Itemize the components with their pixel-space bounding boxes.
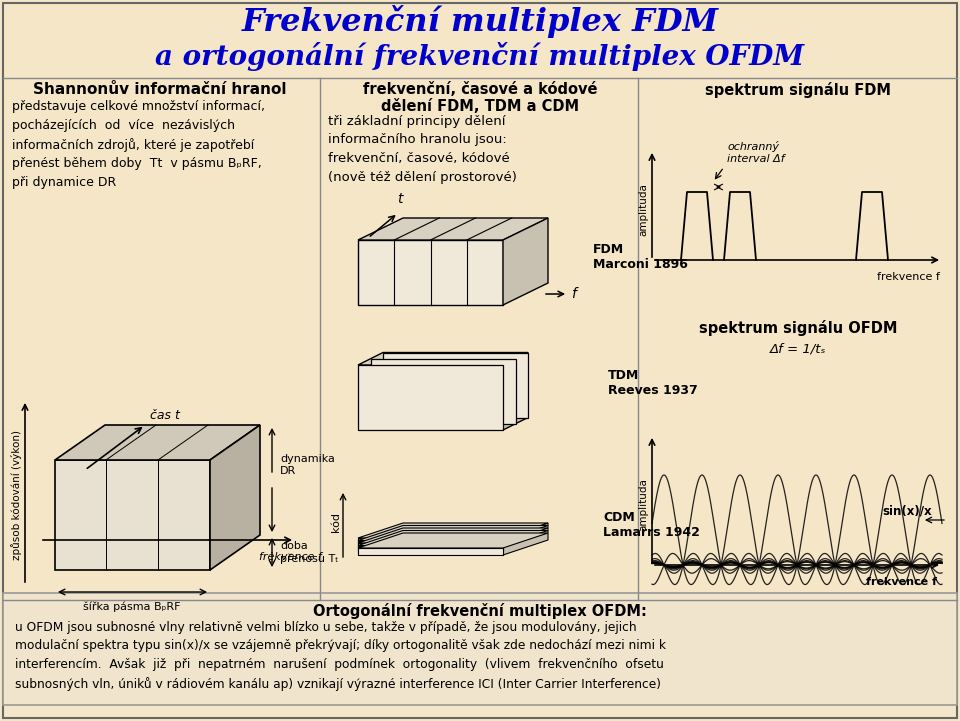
Polygon shape [210, 425, 260, 570]
Text: Frekvenční multiplex FDM: Frekvenční multiplex FDM [242, 5, 718, 38]
Polygon shape [358, 538, 503, 545]
Text: frekvenční, časové a kódové
dělení FDM, TDM a CDM: frekvenční, časové a kódové dělení FDM, … [363, 82, 597, 115]
Text: ochranný
interval Δf: ochranný interval Δf [727, 141, 784, 164]
Polygon shape [55, 460, 210, 570]
Text: doba
přenosu Tₜ: doba přenosu Tₜ [280, 541, 339, 564]
Text: spektrum signálu OFDM: spektrum signálu OFDM [699, 320, 898, 336]
Text: způsob kódování (výkon): způsob kódování (výkon) [12, 430, 22, 560]
Text: FDM
Marconi 1896: FDM Marconi 1896 [593, 243, 688, 271]
Text: frekvence f: frekvence f [258, 552, 322, 562]
Text: frekvence f: frekvence f [866, 577, 937, 587]
Text: TDM
Reeves 1937: TDM Reeves 1937 [608, 369, 698, 397]
Polygon shape [358, 548, 503, 555]
Polygon shape [358, 546, 503, 552]
Polygon shape [358, 541, 503, 547]
Polygon shape [503, 353, 528, 430]
Text: dynamika
DR: dynamika DR [280, 454, 335, 476]
Text: frekvence f: frekvence f [877, 272, 940, 282]
Polygon shape [383, 353, 528, 417]
Text: představuje celkové množství informací,
pocházejících  od  více  nezávislých
inf: představuje celkové množství informací, … [12, 100, 265, 188]
FancyBboxPatch shape [3, 3, 957, 718]
Text: Ortogonální frekvenční multiplex OFDM:: Ortogonální frekvenční multiplex OFDM: [313, 603, 647, 619]
Polygon shape [358, 533, 548, 548]
Polygon shape [503, 218, 548, 305]
Polygon shape [55, 425, 260, 460]
Text: CDM
Lamarrs 1942: CDM Lamarrs 1942 [603, 511, 700, 539]
Text: spektrum signálu FDM: spektrum signálu FDM [705, 82, 891, 98]
Polygon shape [358, 218, 548, 240]
Polygon shape [358, 240, 503, 305]
Polygon shape [358, 353, 528, 365]
Polygon shape [358, 528, 548, 543]
Polygon shape [358, 523, 548, 538]
Text: amplituda: amplituda [638, 479, 648, 531]
Text: a ortogonální frekvenční multiplex OFDM: a ortogonální frekvenční multiplex OFDM [156, 42, 804, 71]
FancyBboxPatch shape [3, 593, 957, 705]
Polygon shape [358, 365, 503, 430]
Polygon shape [358, 531, 548, 546]
Polygon shape [358, 526, 548, 541]
Text: kód: kód [331, 512, 341, 532]
Text: čas t: čas t [150, 409, 180, 422]
Text: tři základní principy dělení
informačního hranolu jsou:
frekvenční, časové, kódo: tři základní principy dělení informačníh… [328, 115, 516, 184]
Text: Δf = 1/tₛ: Δf = 1/tₛ [770, 342, 827, 355]
Text: f: f [571, 287, 576, 301]
Text: Shannonův informační hranol: Shannonův informační hranol [34, 82, 287, 97]
Polygon shape [503, 523, 548, 555]
Text: amplituda: amplituda [638, 184, 648, 236]
Text: u OFDM jsou subnosné vlny relativně velmi blízko u sebe, takže v případě, že jso: u OFDM jsou subnosné vlny relativně velm… [15, 621, 666, 691]
Polygon shape [358, 543, 503, 550]
Text: sin(x)/x: sin(x)/x [882, 505, 932, 518]
Text: šířka pásma BₚRF: šířka pásma BₚRF [84, 602, 180, 613]
Polygon shape [371, 359, 516, 424]
Text: t: t [397, 192, 403, 206]
